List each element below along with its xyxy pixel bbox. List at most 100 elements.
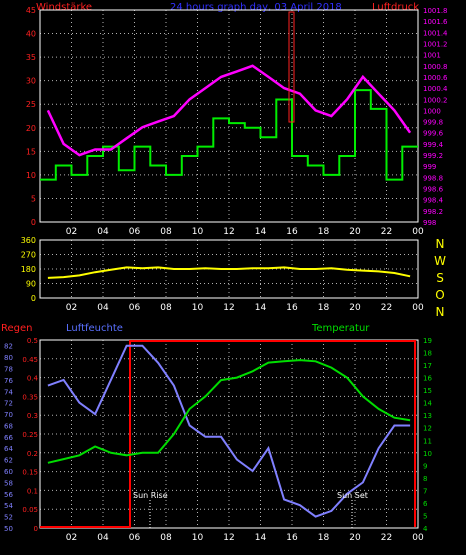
top-x-tick-label: 04 [97, 227, 109, 237]
humidity-axis-tick-label: 60 [4, 468, 13, 476]
mid-x-tick-label: 04 [97, 303, 109, 313]
top-x-tick-label: 22 [381, 227, 392, 237]
pressure-axis-tick-label: 999 [423, 163, 436, 171]
top-x-tick-label: 20 [349, 227, 361, 237]
wind-axis-tick-label: 20 [26, 124, 36, 133]
temperature-axis-tick-label: 12 [423, 425, 432, 433]
mid-x-tick-label: 18 [318, 303, 330, 313]
direction-compass-label: N [436, 305, 445, 319]
bot-x-tick-label: 16 [286, 533, 298, 543]
temperature-axis-tick-label: 4 [423, 525, 428, 533]
temperature-axis-tick-label: 9 [423, 462, 427, 470]
rain-axis-tick-label: 0.15 [22, 469, 38, 477]
mid-x-tick-label: 08 [160, 303, 172, 313]
humidity-axis-tick-label: 70 [4, 411, 13, 419]
wind-axis-tick-label: 25 [26, 100, 36, 109]
rain-axis-tick-label: 0.5 [27, 337, 38, 345]
humidity-axis-tick-label: 50 [4, 525, 13, 533]
pressure-axis-tick-label: 998.8 [423, 174, 443, 182]
pressure-axis-tick-label: 1001.6 [423, 18, 448, 26]
humidity-axis-tick-label: 72 [4, 400, 13, 408]
pressure-axis-tick-label: 1001.8 [423, 7, 448, 15]
humidity-axis-tick-label: 78 [4, 365, 13, 373]
direction-compass-label: S [436, 271, 444, 285]
direction-axis-tick-label: 0 [31, 294, 36, 303]
top-plot: 02 04 06 08 10 12 14 16 18 20 22 000510152025303540… [26, 6, 448, 237]
pressure-axis-tick-label: 999.4 [423, 141, 444, 149]
temperature-axis-tick-label: 10 [423, 450, 432, 458]
wind-axis-tick-label: 40 [26, 30, 36, 39]
humidity-axis-tick-label: 62 [4, 457, 13, 465]
bot-x-tick-label: 18 [318, 533, 330, 543]
mid-x-tick-label: 20 [349, 303, 361, 313]
pressure-axis-tick-label: 1000.4 [423, 85, 448, 93]
bot-x-tick-label: 14 [255, 533, 267, 543]
humidity-axis-tick-label: 82 [4, 343, 13, 351]
top-x-tick-label: 16 [286, 227, 298, 237]
mid-x-tick-label: 00 [412, 303, 424, 313]
top-x-tick-label: 14 [255, 227, 267, 237]
humidity-axis-tick-label: 56 [4, 491, 13, 499]
pressure-axis-tick-label: 998.6 [423, 186, 444, 194]
temperature-axis-tick-label: 8 [423, 475, 427, 483]
pressure-axis-tick-label: 1001 [423, 52, 441, 60]
rain-axis-tick-label: 0.3 [27, 412, 38, 420]
wind-axis-tick-label: 15 [26, 147, 36, 156]
wind-axis-tick-label: 30 [26, 77, 36, 86]
temperature-axis-tick-label: 19 [423, 337, 432, 345]
rain-axis-tick-label: 0.05 [22, 506, 38, 514]
mid-x-tick-label: 12 [223, 303, 234, 313]
rain-axis-tick-label: 0 [34, 525, 38, 533]
mid-x-tick-label: 16 [286, 303, 298, 313]
bot-x-tick-label: 10 [192, 533, 204, 543]
direction-axis-tick-label: 360 [21, 236, 36, 245]
wind-axis-tick-label: 45 [26, 6, 36, 15]
temperature-axis-tick-label: 7 [423, 487, 427, 495]
mid-x-tick-label: 14 [255, 303, 267, 313]
wind-axis-tick-label: 0 [31, 218, 36, 227]
top-x-tick-label: 06 [129, 227, 141, 237]
humidity-axis-tick-label: 80 [4, 354, 13, 362]
pressure-axis-tick-label: 998.2 [423, 208, 443, 216]
rain-axis-tick-label: 0.1 [27, 487, 38, 495]
bot-x-tick-label: 06 [129, 533, 141, 543]
humidity-axis-tick-label: 58 [4, 479, 13, 487]
rain-series-line [40, 340, 416, 528]
direction-axis-tick-label: 180 [21, 265, 36, 274]
bottom-plot: 02 04 06 08 10 12 14 16 18 20 22 0000.050.10.150.20… [4, 337, 432, 543]
temperature-axis-tick-label: 13 [423, 412, 432, 420]
humidity-axis-tick-label: 54 [4, 502, 13, 510]
pressure-axis-tick-label: 998.4 [423, 197, 444, 205]
direction-axis-tick-label: 90 [26, 280, 36, 289]
top-x-tick-label: 18 [318, 227, 330, 237]
top-x-tick-label: 02 [66, 227, 77, 237]
bot-x-tick-label: 22 [381, 533, 392, 543]
top-graph-title: 24 hours graph day, 03 April 2018 [170, 2, 342, 13]
mid-x-tick-label: 02 [66, 303, 77, 313]
top-x-tick-label: 10 [192, 227, 204, 237]
pressure-series-line [46, 64, 412, 157]
rain-axis-tick-label: 0.4 [27, 375, 39, 383]
mid-x-tick-label: 22 [381, 303, 392, 313]
bot-x-tick-label: 00 [412, 533, 424, 543]
temperature-series-line [47, 359, 411, 464]
top-x-tick-label: 00 [412, 227, 424, 237]
temperature-axis-tick-label: 15 [423, 387, 432, 395]
wind-title: Windstärke [36, 2, 92, 13]
wind-axis-tick-label: 35 [26, 53, 36, 62]
temperature-axis-tick-label: 17 [423, 362, 432, 370]
humidity-title: Luftfeuchte [66, 323, 123, 334]
rain-title: Regen [1, 323, 33, 334]
mid-x-tick-label: 10 [192, 303, 204, 313]
humidity-axis-tick-label: 74 [4, 388, 13, 396]
humidity-axis-tick-label: 64 [4, 445, 13, 453]
temperature-axis-tick-label: 14 [423, 400, 432, 408]
pressure-axis-tick-label: 1000.8 [423, 63, 448, 71]
sunrise-label: Sun Rise [133, 491, 168, 500]
temperature-axis-tick-label: 5 [423, 512, 427, 520]
bot-x-tick-label: 08 [160, 533, 172, 543]
humidity-axis-tick-label: 68 [4, 422, 13, 430]
direction-compass-label: N [436, 237, 445, 251]
temperature-axis-tick-label: 11 [423, 437, 432, 445]
